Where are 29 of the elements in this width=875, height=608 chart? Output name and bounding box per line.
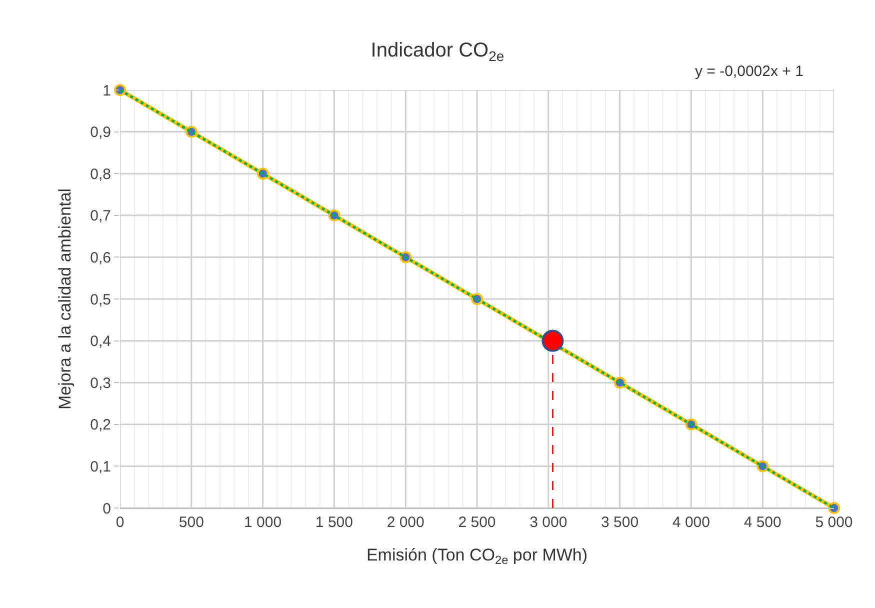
y-tick-label: 0,3 [90,374,111,392]
x-tick-label: 0 [116,514,124,531]
chart-title: Indicador CO$_{2e}$ [370,40,504,64]
x-tick-label: 3 000 [530,514,568,531]
x-tick-label: 2 000 [386,514,424,531]
x-tick-label: 4 500 [744,514,782,531]
y-tick-label: 0 [102,500,111,518]
point [828,502,840,514]
point [542,330,564,352]
y-tick-label: 0,2 [90,416,111,434]
x-tick-label: 500 [178,514,204,531]
text: y = -0,0002x + 1 [695,63,804,80]
y-axis-title: Mejora a la calidad ambiental [56,188,75,410]
x-tick-label: 2 500 [458,514,496,531]
x-tick-label: 3 500 [601,514,639,531]
x-tick-label: 1 500 [315,514,353,531]
x-tick-label: 1 000 [244,514,282,531]
x-tick-label: 5 000 [815,514,853,531]
y-tick-label: 0,6 [90,249,111,266]
y-tick-label: 0,7 [90,208,111,225]
y-tick-label: 0,8 [90,166,111,183]
point [114,84,126,96]
x-axis-title: Emisión (Ton CO$_{2e}$ por MWh) [366,545,588,567]
x-tick-label: 4 000 [672,514,710,531]
y-tick-label: 0,5 [90,291,111,308]
y-tick-label: 0,4 [90,333,111,350]
y-tick-label: 1 [102,82,111,100]
y-tick-label: 0,9 [90,124,111,142]
y-tick-label: 0,1 [90,458,111,476]
